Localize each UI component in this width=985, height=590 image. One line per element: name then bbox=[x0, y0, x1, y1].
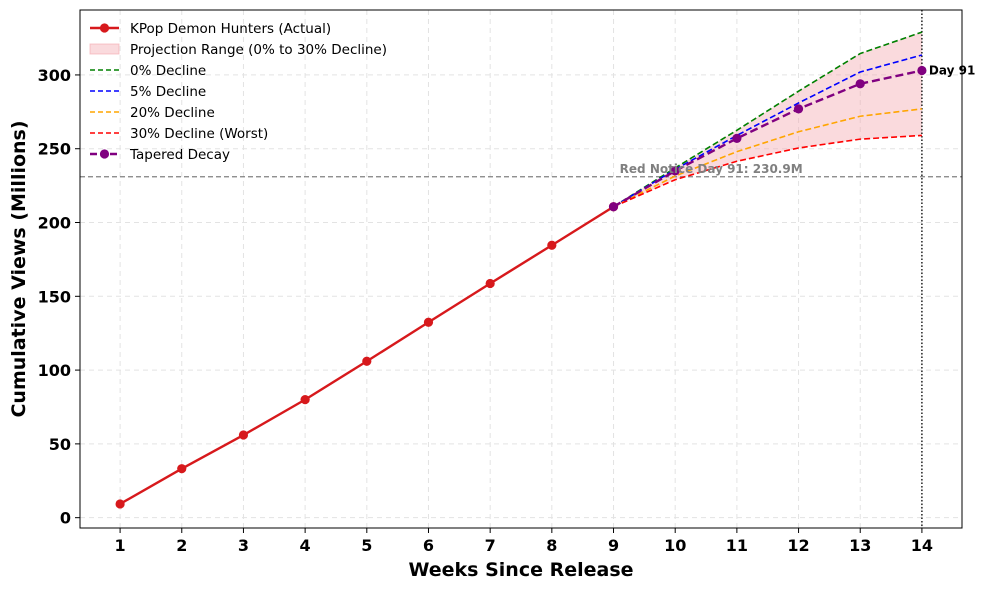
y-tick-label: 200 bbox=[38, 214, 71, 233]
data-point bbox=[670, 166, 680, 176]
legend-item-5-decline: 5% Decline bbox=[90, 84, 206, 100]
data-point bbox=[362, 356, 372, 366]
x-tick-label: 12 bbox=[787, 536, 809, 555]
legend: KPop Demon Hunters (Actual) Projection Ra… bbox=[89, 21, 387, 163]
data-point bbox=[423, 317, 434, 327]
x-tick-label: 9 bbox=[608, 536, 619, 555]
legend-label: 30% Decline (Worst) bbox=[130, 126, 268, 142]
x-axis-title: Weeks Since Release bbox=[408, 559, 633, 581]
series-tapered-decay bbox=[608, 65, 927, 212]
reference-line-label: Red Notice Day 91: 230.9M bbox=[620, 162, 803, 176]
series-line bbox=[613, 54, 923, 208]
data-point bbox=[608, 202, 619, 212]
y-axis-ticks: 0 50 100 150 200 250 300 bbox=[38, 66, 80, 528]
x-tick-label: 3 bbox=[238, 536, 249, 555]
data-point bbox=[115, 499, 125, 509]
legend-label: 0% Decline bbox=[130, 63, 206, 79]
legend-label: 20% Decline bbox=[130, 105, 215, 121]
series-0-decline bbox=[613, 31, 923, 208]
legend-item-30-decline-worst: 30% Decline (Worst) bbox=[90, 126, 268, 142]
legend-label: Projection Range (0% to 30% Decline) bbox=[130, 42, 387, 58]
x-tick-label: 7 bbox=[485, 536, 496, 555]
legend-swatch bbox=[89, 43, 120, 55]
x-tick-label: 1 bbox=[115, 536, 126, 555]
data-point bbox=[917, 65, 927, 76]
series-line bbox=[613, 31, 923, 208]
data-point bbox=[300, 395, 310, 405]
series-line bbox=[613, 134, 922, 208]
y-tick-label: 300 bbox=[38, 66, 71, 85]
series-30-decline-worst bbox=[613, 134, 922, 208]
y-axis-title: Cumulative Views (Millions) bbox=[8, 120, 30, 417]
legend-item-kpop-demon-hunters-actual: KPop Demon Hunters (Actual) bbox=[90, 21, 331, 37]
legend-marker bbox=[99, 23, 110, 33]
data-point bbox=[793, 104, 804, 114]
plot-frame bbox=[79, 9, 963, 529]
x-tick-label: 5 bbox=[361, 536, 372, 555]
legend-marker bbox=[99, 149, 110, 159]
legend-label: 5% Decline bbox=[130, 84, 206, 100]
data-point bbox=[547, 240, 557, 250]
y-tick-label: 100 bbox=[38, 361, 71, 380]
x-tick-label: 13 bbox=[849, 536, 871, 555]
data-point bbox=[238, 430, 249, 440]
y-tick-label: 50 bbox=[49, 435, 71, 454]
legend-label: KPop Demon Hunters (Actual) bbox=[130, 21, 331, 37]
x-tick-label: 10 bbox=[664, 536, 686, 555]
y-tick-label: 250 bbox=[38, 140, 71, 159]
x-tick-label: 4 bbox=[300, 536, 311, 555]
y-tick-label: 150 bbox=[38, 287, 71, 306]
series-layer bbox=[115, 31, 927, 509]
legend-label: Tapered Decay bbox=[129, 147, 230, 163]
data-point bbox=[732, 133, 742, 143]
x-tick-label: 2 bbox=[176, 536, 187, 555]
legend-item-20-decline: 20% Decline bbox=[90, 105, 215, 121]
series-line bbox=[612, 69, 923, 208]
data-point bbox=[855, 79, 865, 89]
legend-item-0-decline: 0% Decline bbox=[90, 63, 206, 79]
x-tick-label: 6 bbox=[423, 536, 434, 555]
x-tick-label: 14 bbox=[911, 536, 933, 555]
series-20-decline bbox=[613, 108, 923, 208]
series-line bbox=[613, 108, 923, 208]
series-5-decline bbox=[613, 54, 923, 208]
y-tick-label: 0 bbox=[60, 509, 71, 528]
x-axis-ticks: 1 2 3 4 5 6 7 8 9 10 11 12 13 14 bbox=[115, 528, 933, 555]
legend-item-projection-range-0-to-30-decline: Projection Range (0% to 30% Decline) bbox=[89, 42, 387, 58]
legend-item-tapered-decay: Tapered Decay bbox=[90, 147, 230, 163]
data-point bbox=[485, 278, 495, 289]
day-91-label: Day 91 bbox=[929, 64, 975, 78]
data-point bbox=[177, 464, 187, 474]
x-tick-label: 8 bbox=[546, 536, 557, 555]
x-tick-label: 11 bbox=[726, 536, 748, 555]
